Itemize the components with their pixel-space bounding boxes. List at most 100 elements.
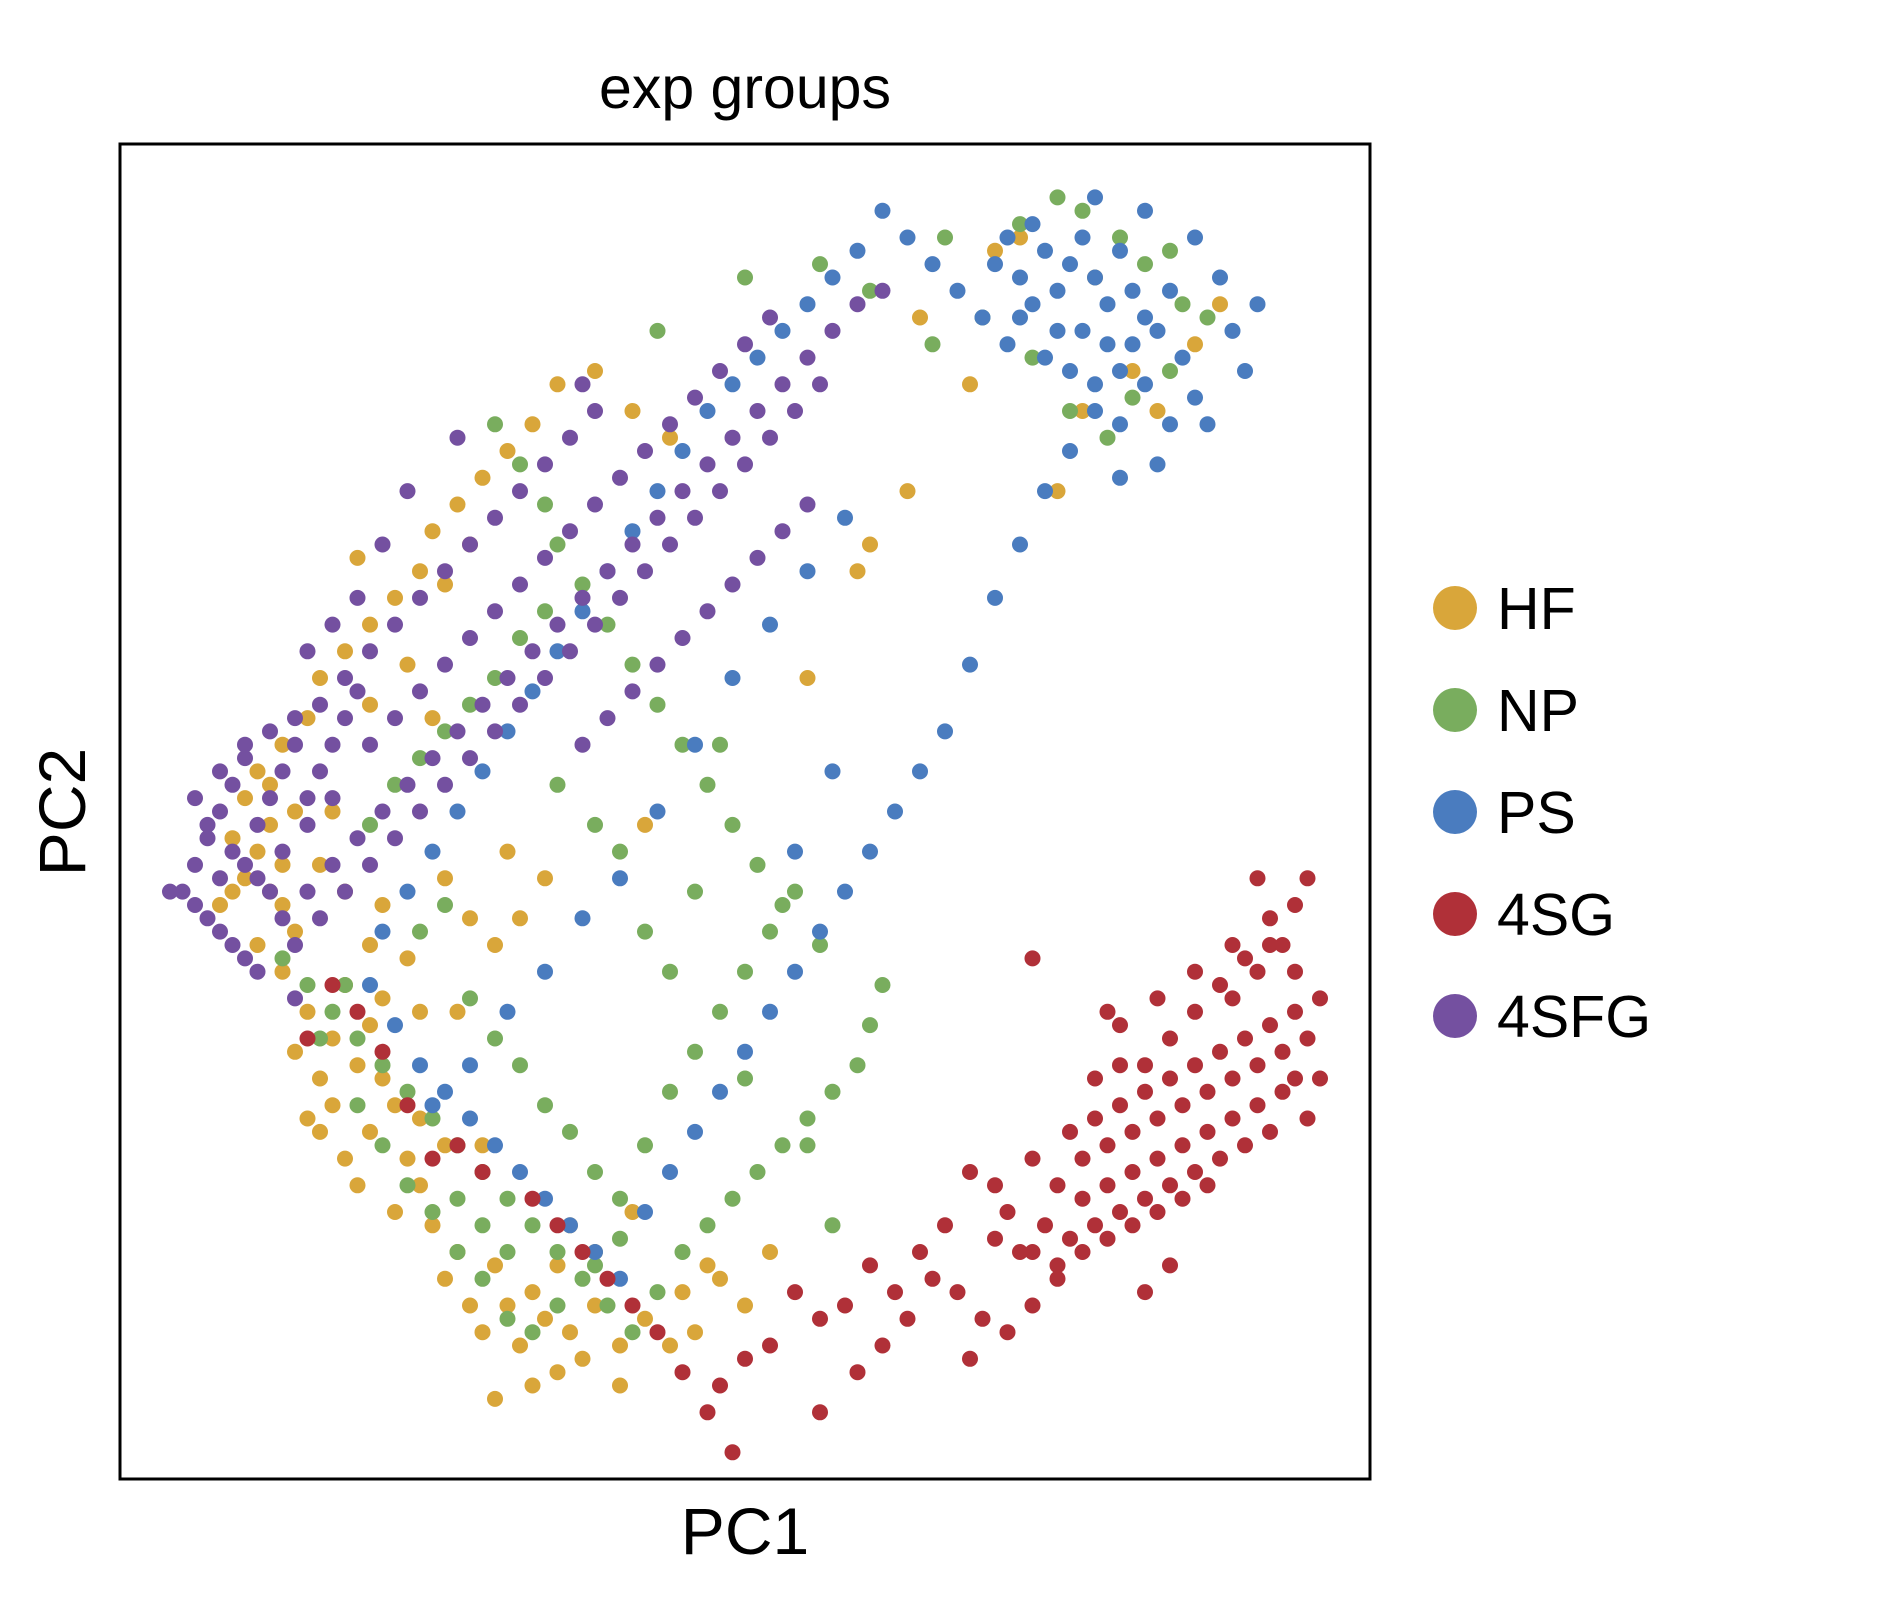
data-point	[1074, 1190, 1091, 1207]
data-point	[1249, 1057, 1266, 1074]
data-point	[299, 710, 316, 727]
data-point	[512, 1057, 528, 1074]
data-point	[424, 710, 441, 727]
data-point	[1149, 322, 1166, 339]
data-point	[249, 937, 266, 953]
data-point	[737, 1043, 753, 1060]
data-point	[1187, 336, 1203, 353]
data-point	[1012, 536, 1028, 553]
data-point	[449, 1003, 466, 1020]
data-point	[787, 843, 803, 860]
data-point	[674, 630, 691, 646]
data-point	[324, 1003, 341, 1020]
data-point	[287, 990, 303, 1007]
data-point	[737, 1070, 753, 1087]
data-point	[599, 1297, 616, 1314]
data-point	[762, 1337, 778, 1354]
data-point	[312, 910, 328, 927]
data-point	[412, 923, 428, 940]
data-point	[499, 723, 516, 740]
data-point	[524, 1190, 541, 1207]
data-point	[1212, 1043, 1228, 1060]
legend-marker	[1433, 790, 1477, 834]
data-point	[649, 509, 666, 526]
data-point	[649, 1324, 666, 1341]
data-point	[374, 1043, 391, 1060]
data-point	[462, 750, 478, 767]
series-4SFG	[162, 282, 891, 1007]
data-point	[812, 923, 828, 940]
data-point	[662, 536, 678, 553]
data-point	[1224, 1110, 1241, 1127]
data-point	[1124, 1164, 1141, 1180]
data-point	[487, 416, 503, 433]
data-point	[349, 683, 366, 700]
data-point	[637, 1310, 653, 1327]
data-point	[1049, 322, 1066, 339]
data-point	[412, 803, 428, 820]
data-point	[762, 309, 778, 326]
data-point	[1249, 1097, 1266, 1114]
data-point	[487, 1390, 503, 1407]
data-point	[212, 923, 228, 940]
data-point	[387, 830, 403, 847]
data-point	[337, 883, 353, 900]
data-point	[1087, 1110, 1103, 1127]
data-point	[349, 1003, 366, 1020]
data-point	[824, 322, 841, 339]
data-point	[1012, 1244, 1028, 1260]
data-point	[362, 736, 378, 753]
data-point	[474, 1217, 491, 1234]
data-point	[474, 1164, 491, 1180]
data-point	[837, 1297, 853, 1314]
data-point	[1187, 1057, 1203, 1074]
data-point	[412, 750, 428, 767]
data-point	[862, 1257, 878, 1274]
data-point	[1274, 1043, 1291, 1060]
data-point	[362, 1123, 378, 1140]
data-point	[1249, 963, 1266, 980]
data-point	[399, 1150, 416, 1167]
data-point	[612, 469, 628, 486]
data-point	[1149, 403, 1166, 419]
legend-label: 4SG	[1497, 882, 1615, 948]
data-point	[637, 443, 653, 459]
data-point	[237, 856, 253, 873]
data-point	[1274, 937, 1291, 953]
data-point	[399, 776, 416, 793]
data-point	[699, 1217, 716, 1234]
data-point	[849, 1057, 866, 1074]
data-point	[537, 603, 553, 620]
data-point	[724, 1444, 741, 1461]
chart-title: exp groups	[599, 55, 891, 121]
data-point	[1162, 416, 1178, 433]
data-point	[874, 1337, 891, 1354]
data-point	[799, 563, 816, 580]
data-point	[812, 256, 828, 273]
data-point	[674, 483, 691, 500]
data-point	[687, 1123, 703, 1140]
data-point	[424, 523, 441, 540]
data-point	[849, 1364, 866, 1381]
data-point	[362, 1017, 378, 1034]
data-point	[474, 469, 491, 486]
data-point	[512, 910, 528, 927]
data-point	[387, 1097, 403, 1114]
data-point	[1037, 483, 1053, 500]
data-point	[437, 1137, 453, 1154]
data-point	[349, 1057, 366, 1074]
data-point	[299, 977, 316, 993]
data-point	[337, 710, 353, 727]
data-point	[412, 589, 428, 606]
data-point	[1237, 1137, 1253, 1154]
data-point	[312, 1070, 328, 1087]
data-point	[537, 963, 553, 980]
data-point	[999, 1324, 1016, 1341]
series-NP	[274, 189, 1216, 1341]
data-point	[562, 429, 578, 446]
data-point	[224, 937, 241, 953]
data-point	[1062, 1230, 1078, 1247]
data-point	[799, 1110, 816, 1127]
data-point	[287, 736, 303, 753]
data-point	[487, 1257, 503, 1274]
